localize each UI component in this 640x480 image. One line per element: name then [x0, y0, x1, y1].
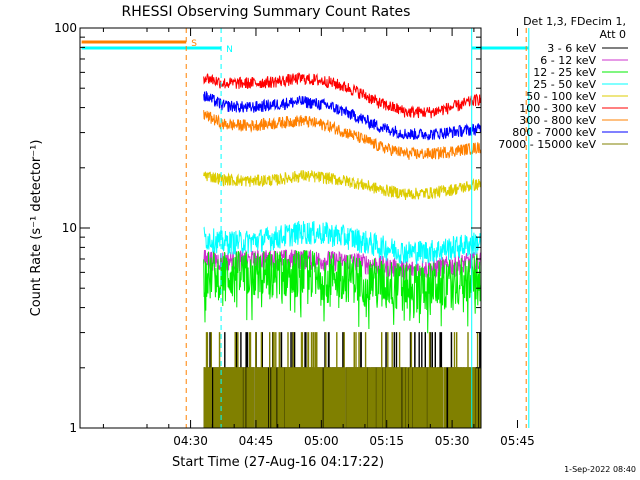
legend-header-line: Det 1,3, FDecim 1,	[523, 15, 626, 28]
series-trace	[203, 71, 481, 119]
generation-timestamp: 1-Sep-2022 08:40	[564, 465, 636, 474]
chart-title: RHESSI Observing Summary Count Rates	[122, 4, 411, 20]
series-100-300-kev	[203, 71, 481, 119]
series-800-7000-kev	[203, 91, 481, 141]
series-trace	[203, 91, 481, 141]
legend-label: 100 - 300 keV	[519, 102, 596, 115]
legend-label: 50 - 100 keV	[526, 90, 596, 103]
legend-label: 12 - 25 keV	[533, 66, 596, 79]
axis-layer: 1 10 100 04:30 04:45 05:00 05:15 05:30 05:45	[54, 21, 535, 448]
legend-label: 7000 - 15000 keV	[498, 138, 596, 151]
x-tick-label: 05:15	[369, 434, 404, 448]
legend-label: 800 - 7000 keV	[512, 126, 596, 139]
x-tick-label: 04:45	[239, 434, 274, 448]
legend-label: 25 - 50 keV	[533, 78, 596, 91]
x-tick-label: 05:00	[304, 434, 339, 448]
x-tick-label: 04:30	[173, 434, 208, 448]
series-50-100-kev	[203, 169, 481, 201]
y-tick-label: 100	[54, 21, 77, 35]
legend-label: 3 - 6 keV	[547, 42, 596, 55]
y-tick-label: 10	[62, 221, 77, 235]
series-trace	[203, 220, 481, 265]
series-25-50-kev	[203, 220, 481, 265]
series-trace	[203, 110, 481, 160]
series-7000-15000-kev	[203, 332, 481, 428]
series-trace	[203, 249, 481, 334]
legend-header-line: Att 0	[600, 28, 626, 41]
y-axis-label: Count Rate (s⁻¹ detector⁻¹)	[29, 140, 44, 317]
legend-label: 300 - 800 keV	[519, 114, 596, 127]
flag-label-n: N	[226, 45, 233, 55]
x-tick-label: 05:30	[435, 434, 470, 448]
series-trace	[203, 169, 481, 201]
series-trace	[203, 332, 481, 428]
legend-label: 6 - 12 keV	[540, 54, 596, 67]
data-layer	[203, 71, 481, 428]
series-300-800-kev	[203, 110, 481, 160]
y-tick-label: 1	[69, 421, 77, 435]
series-12-25-kev	[203, 249, 481, 334]
x-tick-label: 05:45	[500, 434, 535, 448]
x-axis-label: Start Time (27-Aug-16 04:17:22)	[172, 455, 384, 470]
flag-label-s: S	[191, 39, 197, 49]
